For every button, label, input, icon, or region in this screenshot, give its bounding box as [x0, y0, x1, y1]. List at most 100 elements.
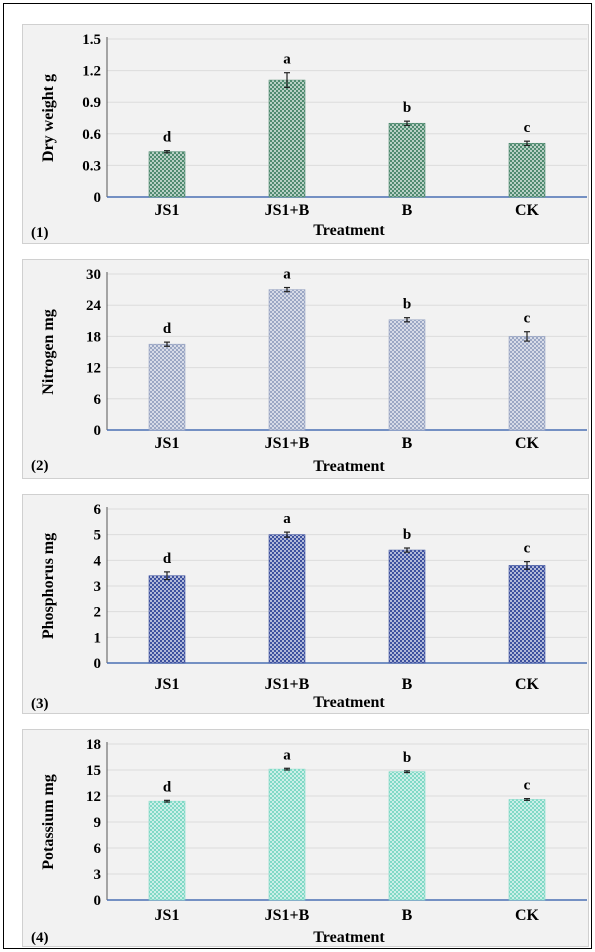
panel-label: (2) [31, 458, 49, 474]
panel-label: (4) [31, 930, 49, 946]
x-category-label: JS1 [155, 202, 180, 219]
x-category-label: CK [515, 435, 540, 452]
error-bar-ck [524, 331, 530, 342]
y-tick-label: 3 [94, 579, 102, 595]
y-axis-label: Phosphorus mg [40, 533, 57, 639]
error-bar-js1-b [284, 767, 290, 771]
x-category-label: B [402, 435, 413, 452]
y-tick-label: 1.2 [82, 64, 101, 80]
error-bar-b [404, 317, 410, 323]
bar-b [388, 771, 426, 901]
significance-label: b [403, 527, 411, 543]
significance-label: a [283, 267, 291, 283]
bar-js1-b [268, 289, 306, 431]
y-tick-label: 18 [86, 329, 101, 345]
y-tick-label: 3 [94, 867, 102, 883]
x-category-label: B [402, 907, 413, 924]
significance-label: a [283, 511, 291, 527]
bar-js1-b [268, 768, 306, 901]
y-tick-label: 30 [86, 267, 101, 283]
x-category-label: B [402, 676, 413, 693]
x-category-label: JS1 [155, 676, 180, 693]
y-tick-label: 0.3 [82, 158, 101, 174]
significance-label: c [524, 311, 531, 327]
significance-label: a [283, 747, 291, 763]
y-axis-label: Nitrogen mg [40, 309, 57, 394]
y-tick-label: 12 [86, 789, 101, 805]
error-bar-b [404, 770, 410, 774]
significance-label: b [403, 297, 411, 313]
bar-js1 [148, 575, 186, 664]
y-tick-label: 0 [94, 656, 102, 672]
y-tick-label: 0.9 [82, 95, 101, 111]
y-tick-label: 12 [86, 361, 101, 377]
x-category-label: JS1 [155, 907, 180, 924]
bar-ck [508, 142, 546, 198]
significance-label: b [403, 100, 411, 116]
y-tick-label: 6 [94, 502, 102, 518]
y-tick-label: 1.5 [82, 32, 101, 48]
x-category-label: JS1 [155, 435, 180, 452]
y-tick-label: 0 [94, 190, 102, 206]
error-bar-b [404, 547, 410, 553]
y-tick-label: 4 [94, 553, 102, 569]
x-axis-label: Treatment [313, 694, 385, 711]
bar-js1 [148, 151, 186, 198]
bar-ck [508, 565, 546, 664]
y-tick-label: 6 [94, 392, 102, 408]
bar-js1 [148, 800, 186, 901]
x-axis-label: Treatment [313, 222, 385, 239]
significance-label: a [283, 52, 291, 68]
y-axis-label: Dry weight g [40, 74, 57, 162]
y-tick-label: 15 [86, 763, 101, 779]
significance-label: d [163, 130, 172, 146]
bar-b [388, 122, 426, 198]
y-tick-label: 0.6 [82, 127, 101, 143]
bar-ck [508, 336, 546, 431]
x-category-label: JS1+B [265, 676, 310, 693]
error-bar-js1-b [284, 531, 290, 538]
chart-phosphorus: 0 1 2 3 4 5 6 d JS1 a JS1+B b Bc CK Phosphorus mg Treat… [31, 502, 587, 712]
y-tick-label: 9 [94, 815, 102, 831]
y-axis-label: Potassium mg [40, 774, 57, 870]
significance-label: c [524, 778, 531, 794]
significance-label: b [403, 750, 411, 766]
significance-label: d [163, 779, 172, 795]
bar-b [388, 549, 426, 664]
error-bar-js1-b [284, 72, 290, 89]
bar-js1-b [268, 534, 306, 664]
y-tick-label: 24 [86, 298, 102, 314]
error-bar-js1-b [284, 286, 290, 293]
x-category-label: CK [515, 676, 540, 693]
x-axis-label: Treatment [313, 929, 385, 946]
y-tick-label: 6 [94, 841, 102, 857]
y-tick-label: 18 [86, 737, 101, 753]
error-bar-js1 [164, 150, 170, 154]
error-bar-ck [524, 140, 530, 146]
chart-nitrogen: 0 6 12 18 24 30 d JS1 a JS1+B b Bc CK Nitrogen mg Trea… [31, 267, 587, 475]
panel-label: (3) [31, 696, 49, 712]
panel-label: (1) [31, 225, 49, 241]
significance-label: c [524, 541, 531, 557]
y-tick-label: 5 [94, 528, 102, 544]
x-category-label: B [402, 202, 413, 219]
y-tick-label: 0 [94, 893, 102, 909]
bar-ck [508, 799, 546, 901]
chart-dry-weight: 0 0.3 0.6 0.9 1.2 1.5 d JS1 a JS1+B b Bc CK Dry weigh… [31, 32, 587, 241]
x-category-label: JS1+B [265, 907, 310, 924]
x-axis-label: Treatment [313, 458, 385, 475]
error-bar-js1 [164, 799, 170, 803]
x-category-label: JS1+B [265, 435, 310, 452]
bar-js1 [148, 343, 186, 431]
chart-potassium: 0 3 6 9 12 15 18 d JS1 a JS1+B b Bc CK Potassium mg Tre… [31, 737, 587, 946]
error-bar-ck [524, 797, 530, 801]
y-tick-label: 2 [94, 605, 102, 621]
error-bar-js1 [164, 571, 170, 581]
bar-js1-b [268, 79, 306, 198]
error-bar-ck [524, 561, 530, 570]
